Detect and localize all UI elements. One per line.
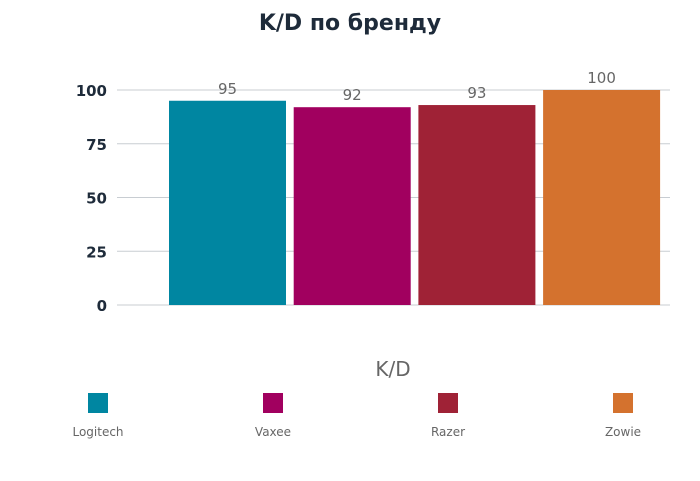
bar-logitech [169, 100, 286, 305]
legend-swatch [613, 393, 633, 413]
legend-label: Vaxee [255, 425, 291, 439]
y-tick-label: 100 [76, 82, 107, 100]
legend-swatch [263, 393, 283, 413]
bar-razer [418, 105, 536, 305]
data-label: 92 [343, 86, 362, 104]
y-tick-label: 50 [86, 190, 107, 208]
data-label: 100 [587, 69, 616, 87]
legend-label: Zowie [605, 425, 641, 439]
bar-zowie [543, 90, 661, 305]
y-tick-label: 0 [97, 297, 107, 315]
y-tick-label: 25 [86, 243, 107, 261]
data-label: 93 [467, 84, 486, 102]
legend-swatch [438, 393, 458, 413]
chart-title: K/D по бренду [259, 11, 441, 36]
legend-swatch [88, 393, 108, 413]
data-label: 95 [218, 80, 237, 98]
x-axis-label: K/D [375, 357, 410, 381]
bar-vaxee [293, 107, 411, 305]
legend-label: Razer [431, 425, 465, 439]
legend-label: Logitech [72, 425, 123, 439]
y-tick-label: 75 [86, 136, 107, 154]
